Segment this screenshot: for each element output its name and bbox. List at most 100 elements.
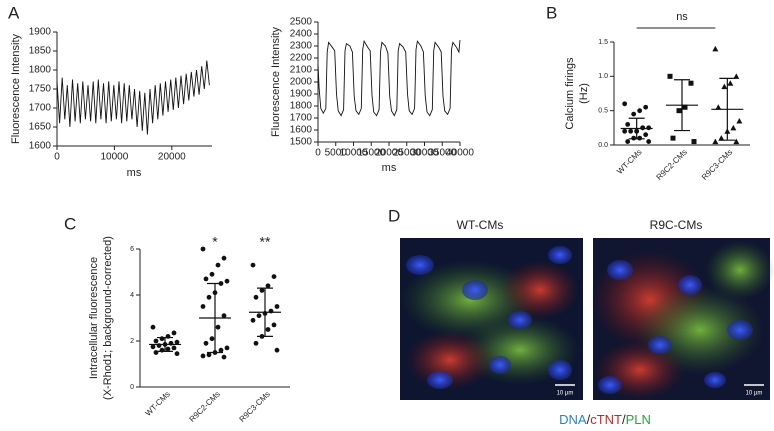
y-tick-label: 2000 bbox=[290, 77, 313, 88]
x-tick-label: 10000 bbox=[101, 152, 129, 163]
data-point bbox=[691, 139, 697, 145]
y-tick-label: 1750 bbox=[29, 84, 52, 95]
x-tick-label: 35000 bbox=[428, 148, 456, 159]
y-axis-label: (X-Rhod1; background-corrected) bbox=[102, 236, 114, 400]
y-tick-label: 0 bbox=[130, 384, 134, 391]
data-point bbox=[715, 104, 722, 110]
legend-part: / bbox=[587, 412, 591, 427]
legend-part: cTNT bbox=[590, 412, 622, 427]
x-tick-label: R9C2-CMs bbox=[188, 390, 222, 424]
panel-label: B bbox=[546, 3, 557, 22]
micrograph-wt bbox=[400, 238, 583, 400]
data-point bbox=[733, 138, 740, 145]
data-point bbox=[727, 80, 734, 86]
data-point bbox=[253, 294, 259, 300]
data-point bbox=[200, 246, 206, 252]
x-tick-label: 5000 bbox=[325, 148, 348, 159]
image-title: R9C-CMs bbox=[650, 218, 703, 232]
trace bbox=[317, 39, 461, 117]
data-point bbox=[221, 354, 227, 360]
annotation: ns bbox=[676, 11, 688, 23]
data-point bbox=[203, 340, 209, 346]
y-tick-label: 1.5 bbox=[598, 39, 608, 46]
data-point bbox=[646, 125, 652, 131]
x-axis-label: ms bbox=[127, 167, 142, 179]
scale-bar-label: 10 µm bbox=[557, 391, 574, 397]
x-tick-label: 30000 bbox=[411, 148, 439, 159]
data-point bbox=[221, 255, 227, 261]
data-point bbox=[643, 132, 649, 138]
data-point bbox=[688, 80, 694, 86]
y-tick-label: 1800 bbox=[290, 101, 313, 112]
stain-legend: DNA/cTNT/PLN bbox=[559, 412, 651, 427]
significance: * bbox=[212, 234, 218, 250]
x-tick-label: 40000 bbox=[446, 148, 474, 159]
y-tick-label: 1500 bbox=[290, 137, 313, 148]
data-point bbox=[628, 128, 634, 134]
y-tick-label: 0.0 bbox=[598, 142, 608, 149]
data-point bbox=[676, 108, 682, 114]
y-tick-label: 1800 bbox=[29, 65, 52, 76]
y-tick-label: 2 bbox=[130, 338, 134, 345]
data-point bbox=[622, 101, 628, 107]
data-point bbox=[712, 45, 719, 52]
legend-part: PLN bbox=[626, 412, 651, 427]
x-tick-label: R9C3-CMs bbox=[238, 390, 272, 424]
data-point bbox=[259, 288, 265, 293]
data-point bbox=[640, 125, 646, 131]
y-axis-label: (Hz) bbox=[578, 83, 590, 104]
data-point bbox=[271, 322, 277, 328]
x-tick-label: R9C3-CMs bbox=[700, 148, 734, 182]
x-tick-label: 10000 bbox=[340, 148, 368, 159]
error-bar bbox=[257, 287, 273, 337]
y-tick-label: 1700 bbox=[290, 113, 313, 124]
data-point bbox=[637, 108, 643, 114]
data-point bbox=[274, 347, 280, 353]
y-axis-label: Fluorescence Intensity bbox=[270, 26, 282, 137]
x-tick-label: 0 bbox=[315, 148, 321, 159]
y-tick-label: 2300 bbox=[290, 41, 313, 52]
data-point bbox=[274, 304, 280, 309]
y-tick-label: 2200 bbox=[290, 53, 313, 64]
data-point bbox=[200, 304, 206, 309]
data-point bbox=[206, 294, 212, 300]
data-point bbox=[165, 346, 171, 352]
y-axis-label: Intracellular fluorescence bbox=[88, 257, 100, 379]
data-point bbox=[150, 344, 156, 350]
data-point bbox=[265, 283, 271, 289]
y-axis-label: Fluorescence Intensity bbox=[10, 33, 22, 144]
y-tick-label: 6 bbox=[130, 246, 134, 253]
x-axis-label: ms bbox=[382, 162, 397, 174]
data-point bbox=[667, 73, 673, 79]
data-point bbox=[250, 317, 256, 323]
data-point bbox=[736, 117, 743, 124]
data-point bbox=[150, 324, 156, 330]
data-point bbox=[209, 271, 215, 277]
y-tick-label: 1650 bbox=[29, 122, 52, 133]
data-point bbox=[712, 138, 719, 145]
significance: ** bbox=[260, 234, 271, 250]
data-point bbox=[171, 330, 177, 336]
y-tick-label: 0.5 bbox=[598, 108, 608, 115]
data-point bbox=[721, 83, 728, 90]
panel-label: A bbox=[8, 3, 20, 22]
data-point bbox=[265, 327, 271, 332]
y-tick-label: 1600 bbox=[29, 141, 52, 152]
data-point bbox=[200, 353, 206, 359]
image-title: WT-CMs bbox=[457, 218, 504, 232]
panel-label: C bbox=[64, 214, 76, 233]
data-point bbox=[625, 139, 631, 144]
error-bar bbox=[628, 117, 645, 140]
error-bar bbox=[207, 282, 223, 354]
trace bbox=[56, 60, 210, 135]
legend-part: / bbox=[622, 412, 626, 427]
data-point bbox=[625, 122, 631, 127]
data-point bbox=[215, 262, 221, 268]
data-point bbox=[631, 111, 637, 117]
x-tick-label: WT-CMs bbox=[144, 390, 172, 418]
data-point bbox=[718, 135, 725, 141]
legend-part: DNA bbox=[559, 412, 587, 427]
scale-bar-label: 10 µm bbox=[746, 391, 763, 397]
x-tick-label: 25000 bbox=[393, 148, 421, 159]
